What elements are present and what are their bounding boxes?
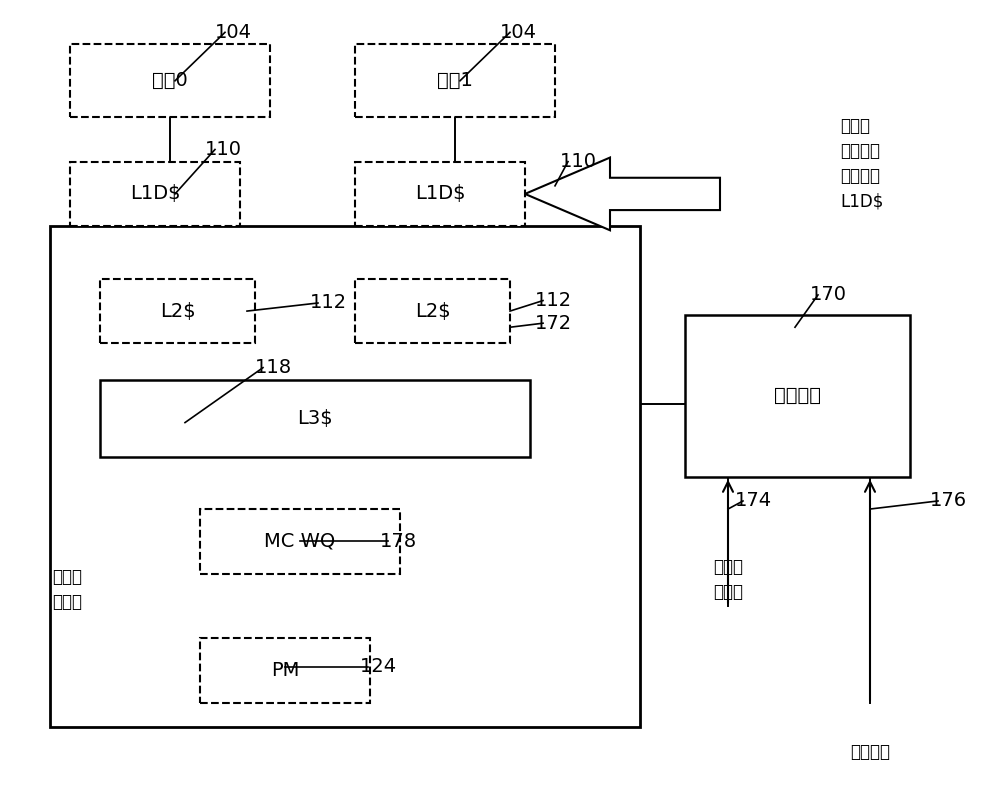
Text: 排出电路: 排出电路 [774, 386, 821, 406]
Text: 备用电力: 备用电力 [850, 743, 890, 761]
Text: 178: 178 [380, 532, 417, 551]
Text: 内核1: 内核1 [437, 71, 473, 90]
Text: 从排出
扫描区域
中排除的
L1D$: 从排出 扫描区域 中排除的 L1D$ [840, 117, 883, 210]
Bar [100, 279, 255, 343]
Text: 118: 118 [255, 358, 292, 377]
Text: 104: 104 [215, 23, 252, 42]
Text: L1D$: L1D$ [415, 184, 465, 204]
Text: 176: 176 [930, 491, 967, 511]
Text: 排出扫
描区域: 排出扫 描区域 [52, 568, 82, 612]
Bar [200, 638, 370, 703]
Text: 172: 172 [535, 314, 572, 333]
Bar [100, 380, 530, 457]
Text: L2$: L2$ [415, 301, 450, 321]
Text: L2$: L2$ [160, 301, 195, 321]
Text: 112: 112 [310, 293, 347, 313]
Text: 110: 110 [560, 152, 597, 171]
Text: L3$: L3$ [297, 409, 333, 427]
Bar [685, 315, 910, 477]
Text: PM: PM [271, 661, 299, 680]
Text: 104: 104 [500, 23, 537, 42]
Bar [70, 44, 270, 117]
Text: 112: 112 [535, 291, 572, 310]
Bar [70, 162, 240, 226]
Text: 排出触
发信号: 排出触 发信号 [713, 558, 743, 600]
Text: 170: 170 [810, 285, 847, 305]
Text: 174: 174 [735, 491, 772, 511]
Text: 内核0: 内核0 [152, 71, 188, 90]
Bar [50, 226, 640, 727]
Bar [200, 509, 400, 574]
Bar [355, 162, 525, 226]
Bar [355, 44, 555, 117]
Text: L1D$: L1D$ [130, 184, 180, 204]
Text: 110: 110 [205, 140, 242, 159]
Text: MC WQ: MC WQ [264, 532, 336, 551]
Text: 124: 124 [360, 657, 397, 676]
Polygon shape [525, 158, 720, 230]
Bar [355, 279, 510, 343]
